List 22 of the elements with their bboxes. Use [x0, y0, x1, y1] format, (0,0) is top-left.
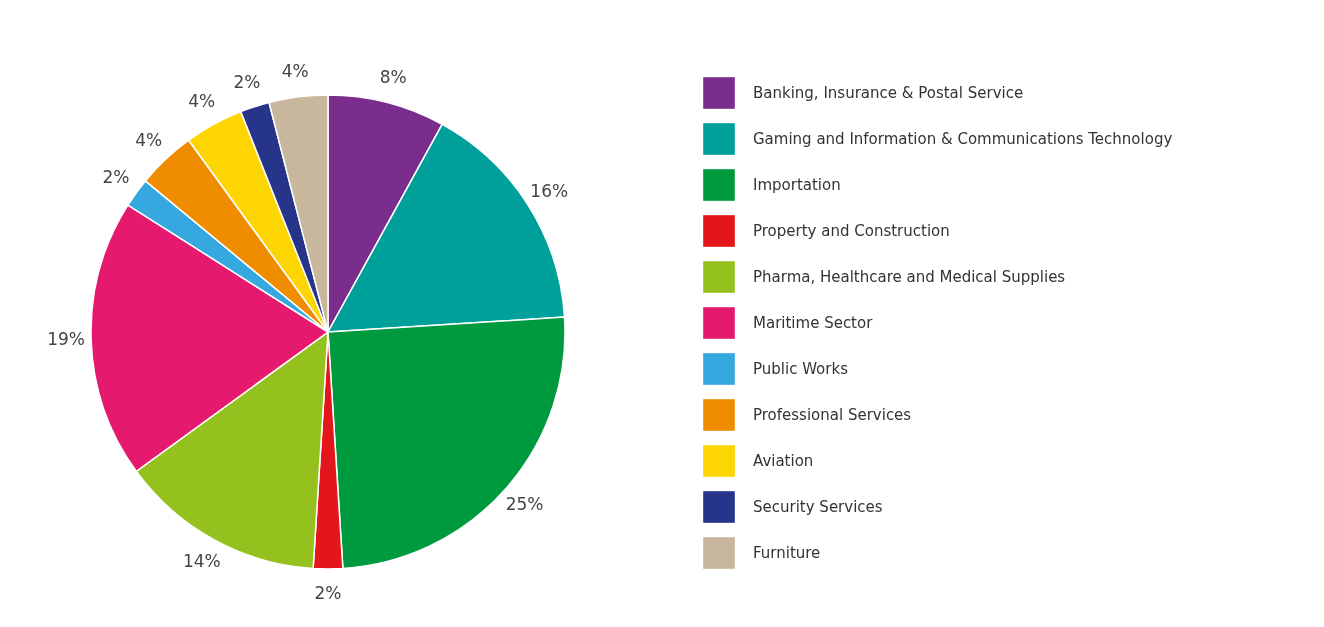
- legend-label: Property and Construction: [753, 222, 950, 240]
- data-label: 4%: [188, 91, 216, 112]
- data-label: 8%: [379, 67, 407, 88]
- legend-label: Professional Services: [753, 406, 912, 424]
- data-label: 14%: [182, 550, 221, 571]
- legend-label: Aviation: [753, 452, 814, 470]
- data-label: 25%: [505, 494, 544, 515]
- data-label: 2%: [233, 71, 261, 92]
- data-label: 19%: [47, 329, 86, 350]
- legend-label: Pharma, Healthcare and Medical Supplies: [753, 268, 1066, 286]
- data-label: 2%: [102, 167, 130, 187]
- legend-label: Security Services: [753, 498, 883, 516]
- data-label: 16%: [530, 180, 569, 201]
- legend-label: Maritime Sector: [753, 314, 874, 332]
- data-label: 4%: [135, 130, 163, 151]
- data-label: 4%: [281, 61, 309, 82]
- legend-label: Gaming and Information & Communications Technology: [753, 130, 1173, 148]
- data-label: 2%: [314, 583, 342, 603]
- legend-label: Banking, Insurance & Postal Service: [753, 84, 1024, 102]
- legend-label: Public Works: [753, 360, 849, 378]
- legend-label: Importation: [753, 176, 841, 194]
- legend-label: Furniture: [753, 544, 821, 562]
